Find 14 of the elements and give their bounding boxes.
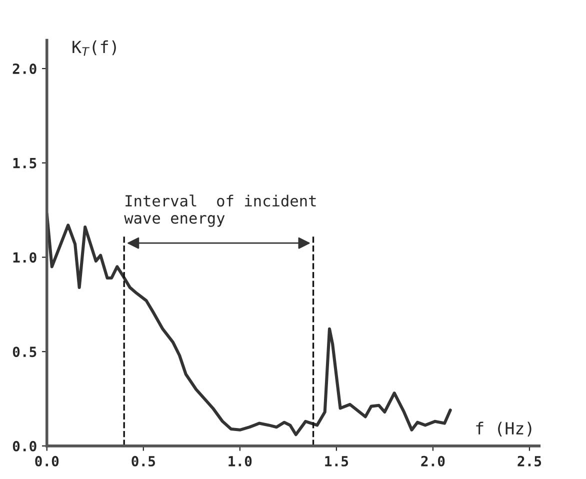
- x-tick-label: 0.5: [132, 456, 155, 466]
- annotation: Interval of incident wave energy: [124, 194, 316, 227]
- x-axis-title: f (Hz): [476, 422, 532, 437]
- x-tick-label: 1.0: [228, 456, 252, 466]
- y-tick-label: 2.0: [12, 64, 36, 74]
- y-tick-label: 1.5: [13, 158, 36, 168]
- y-tick-label: 0.0: [12, 440, 36, 452]
- y-axis-title: K$_{T}$(f): [72, 40, 116, 56]
- x-tick-label: 2.5: [518, 456, 542, 466]
- y-tick-label: 1.0: [13, 252, 36, 263]
- x-tick-label: 0.0: [35, 456, 59, 466]
- y-tick-label: 0.5: [12, 346, 36, 358]
- x-tick-label: 1.5: [325, 456, 348, 466]
- x-tick-label: 2.0: [421, 456, 445, 466]
